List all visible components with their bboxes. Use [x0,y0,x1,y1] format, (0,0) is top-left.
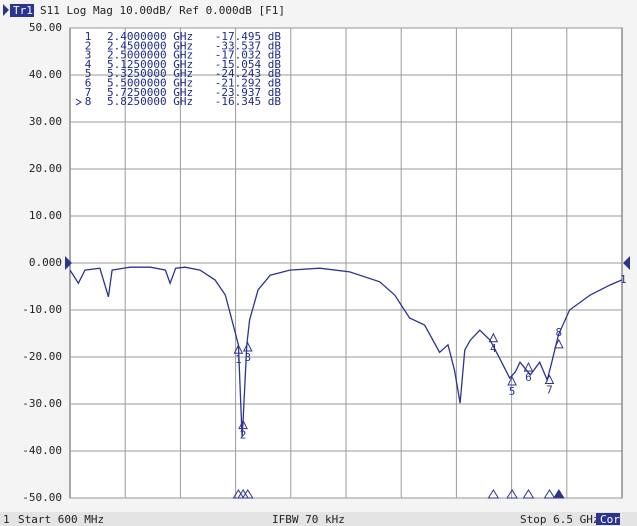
marker [238,419,248,430]
marker-table-value: -16.345 dB [215,95,282,108]
marker [488,332,499,343]
active-trace-arrow [3,4,9,16]
y-tick-label: -50.00 [22,491,62,504]
stimulus-marker [552,489,565,499]
y-tick-label: 30.00 [29,115,62,128]
marker-table-id: 6 [85,77,92,90]
marker-table-value: -33.537 dB [215,39,282,52]
start-label: Start 600 MHz [18,513,104,526]
ifbw-label: IFBW 70 kHz [272,513,345,526]
marker-label: 3 [244,351,251,364]
stimulus-marker [487,489,500,499]
marker-table-value: -15.054 dB [215,58,282,71]
marker-table-freq: 5.8250000 GHz [107,95,193,108]
stimulus-marker [241,489,254,499]
marker [523,361,534,372]
cor-label: Cor [600,513,620,526]
marker-table-value: -17.032 dB [215,49,282,62]
marker-table-id: 4 [85,58,92,71]
active-marker-indicator [75,98,82,106]
y-tick-label: 50.00 [29,21,62,34]
marker-table-freq: 2.5000000 GHz [107,49,193,62]
marker-label: 7 [546,384,553,397]
marker-table-id: 5 [85,67,92,80]
marker-table-freq: 2.4500000 GHz [107,39,193,52]
marker-table-freq: 5.3250000 GHz [107,67,193,80]
marker-table-id: 7 [85,86,92,99]
trace-label: Tr1 [13,4,33,17]
trace-box [10,4,34,17]
marker-table-id: 8 [85,95,92,108]
marker [554,338,564,349]
y-tick-label: -20.00 [22,350,62,363]
marker-table-freq: 5.5000000 GHz [107,77,193,90]
marker [233,344,244,354]
marker-label: 5 [509,385,516,398]
y-tick-label: -10.00 [22,303,62,316]
marker-table-freq: 5.7250000 GHz [107,86,193,99]
y-tick-label: -40.00 [22,444,62,457]
marker [507,375,517,386]
y-tick-label: 40.00 [29,68,62,81]
marker-table-freq: 2.4000000 GHz [107,30,193,43]
marker-table-id: 3 [85,49,92,62]
marker-table-value: -23.937 dB [215,86,282,99]
cor-box [596,513,620,525]
marker-table-id: 2 [85,39,92,52]
marker [242,341,253,352]
y-tick-label: 20.00 [29,162,62,175]
marker [544,374,555,385]
y-tick-label: 0.000 [29,256,62,269]
marker-label: 4 [490,342,497,355]
stimulus-marker [506,489,518,499]
marker-label: 2 [240,429,247,442]
marker-label: 8 [556,326,563,339]
y-tick-label: 10.00 [29,209,62,222]
marker-table-value: -21.292 dB [215,77,282,90]
marker-label: 6 [525,371,532,384]
y-tick-label: -30.00 [22,397,62,410]
stimulus-marker [543,489,556,499]
chart-title: S11 Log Mag 10.00dB/ Ref 0.000dB [F1] [40,4,285,17]
stimulus-marker [522,489,535,499]
channel-number: 1 [3,513,10,526]
marker-label: 1 [235,353,242,366]
marker-table-freq: 5.1250000 GHz [107,58,193,71]
marker-table-value: -24.243 dB [215,67,282,80]
footer [0,512,637,526]
ref-arrow-left [65,256,72,270]
ref-label: 1 [620,273,627,286]
ref-arrow-right [623,256,630,270]
marker-table-value: -17.495 dB [215,30,282,43]
stop-label: Stop 6.5 GHz [520,513,599,526]
marker-table-id: 1 [85,30,92,43]
